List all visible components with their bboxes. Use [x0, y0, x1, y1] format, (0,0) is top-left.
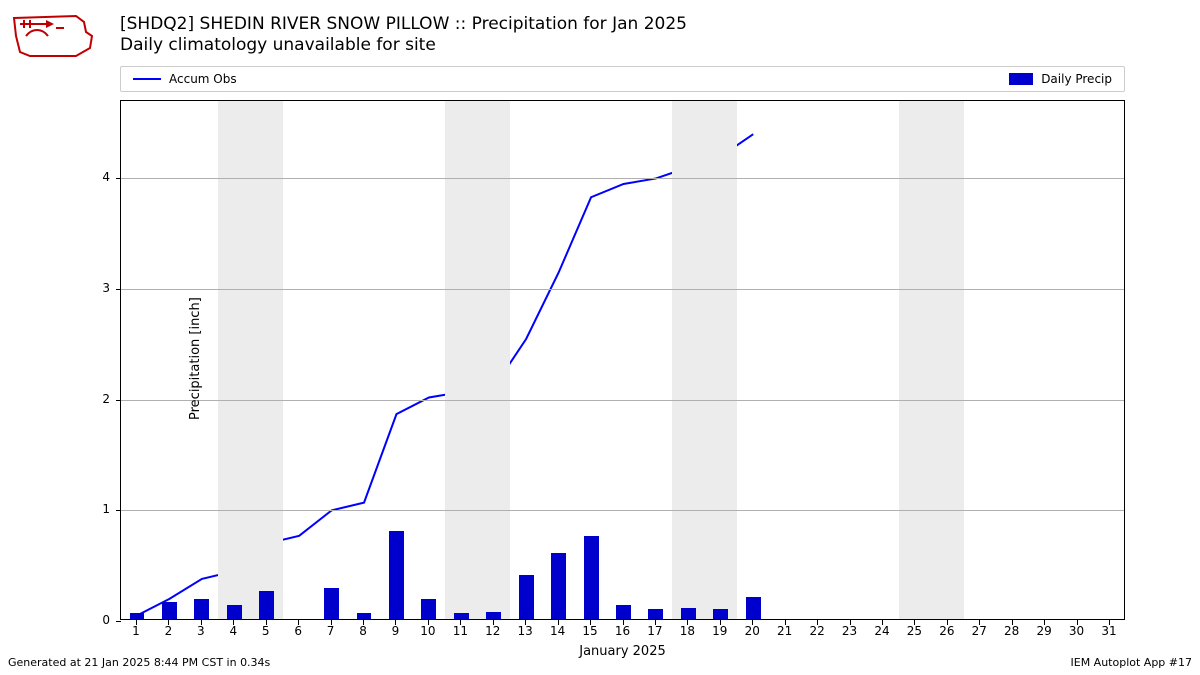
- y-tick-mark: [116, 178, 121, 179]
- y-tick-label: 1: [102, 502, 110, 516]
- gridline: [121, 178, 1124, 179]
- daily-precip-bar: [616, 605, 631, 619]
- x-tick-label: 22: [809, 624, 824, 638]
- precipitation-chart: Accum Obs Daily Precip Precipitation [in…: [120, 100, 1125, 620]
- daily-precip-bar: [259, 591, 274, 619]
- x-tick-label: 6: [294, 624, 302, 638]
- x-tick-label: 17: [647, 624, 662, 638]
- legend-line-swatch: [133, 78, 161, 80]
- daily-precip-bar: [130, 613, 145, 619]
- daily-precip-bar: [454, 613, 469, 619]
- x-tick-label: 2: [165, 624, 173, 638]
- x-tick-label: 18: [680, 624, 695, 638]
- x-tick-label: 19: [712, 624, 727, 638]
- x-tick-label: 7: [327, 624, 335, 638]
- x-tick-label: 30: [1069, 624, 1084, 638]
- chart-title-line2: Daily climatology unavailable for site: [120, 35, 687, 56]
- x-tick-label: 12: [485, 624, 500, 638]
- y-tick-label: 2: [102, 392, 110, 406]
- daily-precip-bar: [389, 531, 404, 620]
- daily-precip-bar: [713, 609, 728, 619]
- gridline: [121, 289, 1124, 290]
- x-tick-label: 20: [745, 624, 760, 638]
- iem-logo: [6, 6, 101, 68]
- chart-legend: Accum Obs Daily Precip: [120, 66, 1125, 92]
- x-tick-label: 5: [262, 624, 270, 638]
- daily-precip-bar: [162, 602, 177, 619]
- chart-title-line1: [SHDQ2] SHEDIN RIVER SNOW PILLOW :: Prec…: [120, 14, 687, 35]
- legend-daily-label: Daily Precip: [1041, 72, 1112, 86]
- x-tick-label: 26: [939, 624, 954, 638]
- gridline: [121, 400, 1124, 401]
- y-tick-mark: [116, 510, 121, 511]
- legend-bar-swatch: [1009, 73, 1033, 85]
- plot-area: [120, 100, 1125, 620]
- x-tick-label: 8: [359, 624, 367, 638]
- daily-precip-bar: [357, 613, 372, 619]
- x-tick-label: 31: [1101, 624, 1116, 638]
- x-tick-label: 4: [229, 624, 237, 638]
- daily-precip-bar: [519, 575, 534, 619]
- legend-accum-label: Accum Obs: [169, 72, 237, 86]
- x-tick-label: 24: [874, 624, 889, 638]
- daily-precip-bar: [584, 536, 599, 619]
- y-tick-mark: [116, 400, 121, 401]
- y-tick-label: 3: [102, 281, 110, 295]
- x-tick-label: 25: [907, 624, 922, 638]
- chart-title: [SHDQ2] SHEDIN RIVER SNOW PILLOW :: Prec…: [120, 14, 687, 57]
- legend-daily-precip: Daily Precip: [1009, 72, 1112, 86]
- x-tick-label: 21: [777, 624, 792, 638]
- legend-accum-obs: Accum Obs: [133, 72, 237, 86]
- x-tick-label: 23: [842, 624, 857, 638]
- footer-generated-at: Generated at 21 Jan 2025 8:44 PM CST in …: [8, 656, 270, 669]
- x-tick-label: 1: [132, 624, 140, 638]
- x-tick-label: 14: [550, 624, 565, 638]
- daily-precip-bar: [421, 599, 436, 619]
- y-tick-label: 4: [102, 170, 110, 184]
- x-axis-label: January 2025: [579, 644, 666, 659]
- x-tick-label: 27: [972, 624, 987, 638]
- daily-precip-bar: [486, 612, 501, 619]
- x-tick-label: 29: [1036, 624, 1051, 638]
- daily-precip-bar: [681, 608, 696, 619]
- x-tick-label: 9: [392, 624, 400, 638]
- y-tick-mark: [116, 621, 121, 622]
- x-tick-label: 15: [582, 624, 597, 638]
- daily-precip-bar: [648, 609, 663, 619]
- x-tick-label: 10: [420, 624, 435, 638]
- gridline: [121, 510, 1124, 511]
- footer-app-id: IEM Autoplot App #17: [1071, 656, 1193, 669]
- x-tick-label: 3: [197, 624, 205, 638]
- daily-precip-bar: [324, 588, 339, 619]
- y-tick-label: 0: [102, 613, 110, 627]
- daily-precip-bar: [227, 605, 242, 619]
- x-tick-label: 13: [518, 624, 533, 638]
- y-tick-mark: [116, 289, 121, 290]
- x-tick-label: 28: [1004, 624, 1019, 638]
- daily-precip-bar: [551, 553, 566, 619]
- daily-precip-bar: [746, 597, 761, 619]
- x-tick-label: 11: [453, 624, 468, 638]
- y-axis-label: Precipitation [inch]: [188, 297, 203, 420]
- daily-precip-bar: [194, 599, 209, 619]
- x-tick-label: 16: [615, 624, 630, 638]
